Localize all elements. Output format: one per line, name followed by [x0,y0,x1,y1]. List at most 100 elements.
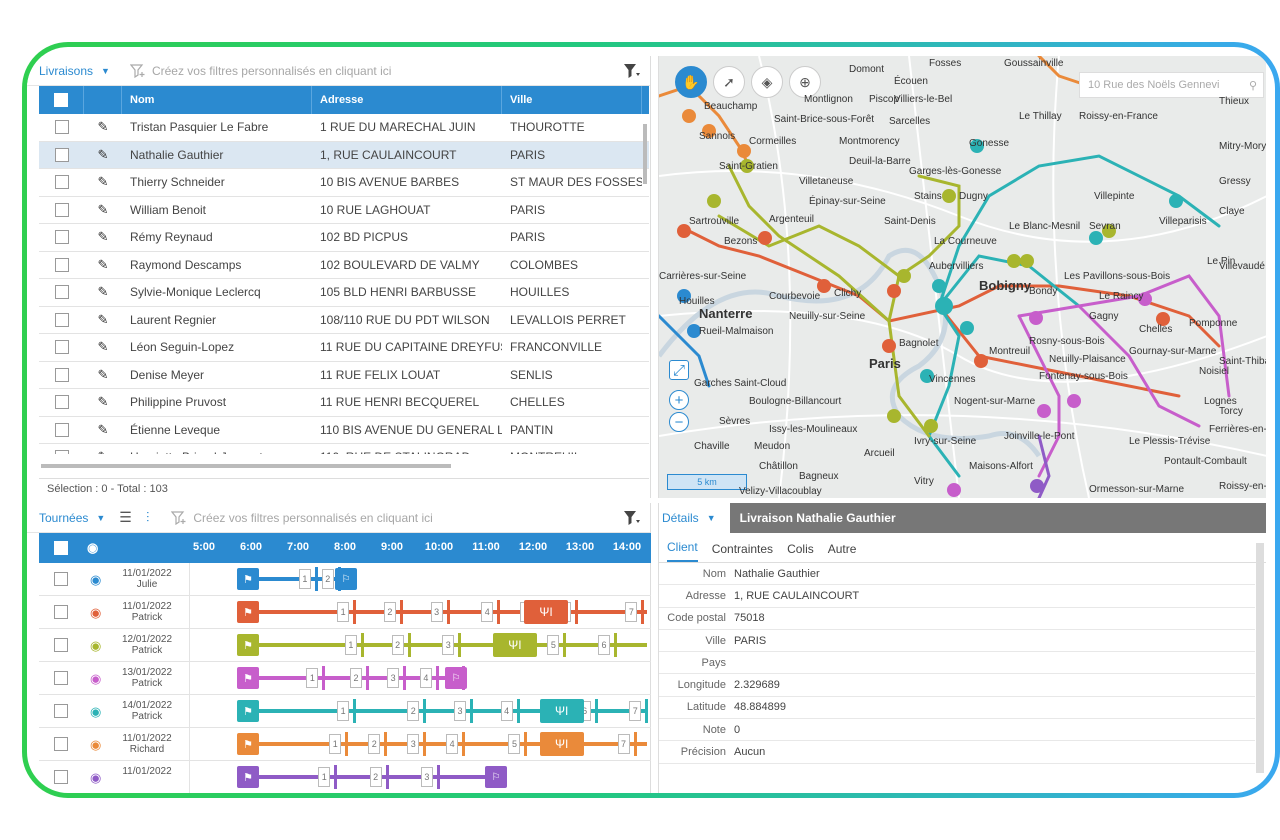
row-checkbox[interactable] [54,230,69,245]
row-checkbox[interactable] [54,285,69,300]
table-row[interactable]: ✎ William Benoit 10 RUE LAGHOUAT PARIS [39,197,649,224]
pencil-edit-icon[interactable]: ✎ [97,311,109,327]
tournee-row[interactable]: ◉ 11/01/2022 ⚑ 1 2 3 ⚐ [39,761,651,793]
row-checkbox[interactable] [54,737,68,751]
stop-marker[interactable]: 3 [453,701,466,721]
details-scrollbar[interactable] [1256,543,1264,773]
tournees-dropdown[interactable]: Tournées [39,510,89,525]
stop-marker[interactable]: 2 [391,635,404,655]
row-checkbox[interactable] [54,605,68,619]
row-checkbox[interactable] [54,450,69,454]
zoom-out-button[interactable]: − [669,412,689,432]
stop-marker[interactable]: 1 [344,635,357,655]
stop-marker[interactable]: 4 [500,701,513,721]
route-bar[interactable] [237,577,357,581]
meal-break-icon[interactable]: ΨΙ [539,699,584,723]
stop-marker[interactable]: 5 [547,635,560,655]
stop-marker[interactable]: 2 [350,668,363,688]
meal-break-icon[interactable]: ΨΙ [539,732,584,756]
row-checkbox[interactable] [54,147,69,162]
stop-marker[interactable]: 6 [598,635,611,655]
pencil-edit-icon[interactable]: ✎ [97,256,109,272]
stop-marker[interactable]: 7 [617,734,630,754]
stop-marker[interactable]: 4 [446,734,459,754]
flag-start-icon[interactable]: ⚑ [237,634,259,656]
stop-marker[interactable]: 2 [383,602,396,622]
row-checkbox[interactable] [54,312,69,327]
row-checkbox[interactable] [54,671,68,685]
livraisons-dropdown[interactable]: Livraisons [39,63,94,78]
stop-marker[interactable]: 3 [442,635,455,655]
row-checkbox[interactable] [54,257,69,272]
meal-break-icon[interactable]: ΨΙ [524,600,569,624]
select-all-checkbox[interactable] [54,93,68,107]
stop-marker[interactable]: 5 [508,734,521,754]
eye-icon[interactable]: ◉ [90,770,102,785]
pencil-edit-icon[interactable]: ✎ [97,394,109,410]
eye-icon[interactable]: ◉ [90,704,102,719]
route-bar[interactable] [237,742,647,746]
details-dropdown[interactable]: Détails [662,511,699,525]
stop-marker[interactable]: 1 [306,668,319,688]
pencil-edit-icon[interactable]: ✎ [97,366,109,382]
table-row[interactable]: ✎ Étienne Leveque 110 BIS AVENUE DU GENERA… [39,417,649,444]
pencil-edit-icon[interactable]: ✎ [98,449,109,454]
stop-marker[interactable]: 3 [387,668,400,688]
stop-marker[interactable]: 7 [629,701,642,721]
chevron-down-icon[interactable]: ▼ [706,513,716,523]
tournee-row[interactable]: ◉ 11/01/2022 Julie ⚑ 1 2 ⚐ [39,563,651,596]
grid-scrollbar[interactable] [643,124,647,184]
stop-marker[interactable]: 1 [318,767,331,787]
column-header-ville[interactable]: Ville [502,86,642,114]
pencil-edit-icon[interactable]: ✎ [97,201,109,217]
map-search-input[interactable]: 10 Rue des Noëls Gennevi ⚲ [1079,72,1264,98]
row-checkbox[interactable] [54,770,68,784]
stop-marker[interactable]: 2 [369,767,382,787]
pencil-edit-icon[interactable]: ✎ [97,174,109,190]
flag-start-icon[interactable]: ⚑ [237,601,259,623]
stop-marker[interactable]: 3 [420,767,433,787]
details-tab[interactable]: Client [667,540,698,562]
flag-start-icon[interactable]: ⚑ [237,733,259,755]
stop-marker[interactable]: 2 [407,701,420,721]
zoom-in-button[interactable]: + [669,390,689,410]
layers-tool-button[interactable]: ◈ [751,66,783,98]
table-row[interactable]: ✎ Tristan Pasquier Le Fabre 1 RUE DU MAREC… [39,114,649,142]
list-view-icon[interactable]: ☰ [119,509,132,525]
row-checkbox[interactable] [54,202,69,217]
flag-start-icon[interactable]: ⚑ [237,700,259,722]
row-checkbox[interactable] [54,175,69,190]
flag-finish-icon[interactable]: ⚐ [485,766,507,788]
search-icon[interactable]: ⚲ [1248,79,1257,92]
stop-marker[interactable]: 1 [337,701,350,721]
select-cursor-tool-button[interactable]: ➚ [713,66,745,98]
flag-start-icon[interactable]: ⚑ [237,568,259,590]
table-row[interactable]: ✎ Raymond Descamps 102 BOULEVARD DE VALMY C… [39,252,649,279]
stop-marker[interactable]: 2 [368,734,381,754]
table-row[interactable]: ✎ Nathalie Gauthier 1, RUE CAULAINCOURT PAR… [39,141,649,169]
table-row[interactable]: ✎ Léon Seguin-Lopez 11 RUE DU CAPITAINE DR… [39,334,649,362]
route-bar[interactable] [237,643,647,647]
table-row[interactable]: ✎ Philippine Pruvost 11 RUE HENRI BECQUERE… [39,389,649,417]
row-checkbox[interactable] [54,422,69,437]
table-row[interactable]: ✎ Rémy Reynaud 102 BD PICPUS PARIS [39,224,649,252]
flag-finish-icon[interactable]: ⚐ [445,667,467,689]
eye-icon[interactable]: ◉ [90,737,102,752]
pencil-edit-icon[interactable]: ✎ [97,229,109,245]
funnel-icon[interactable] [624,63,640,78]
pencil-edit-icon[interactable]: ✎ [97,339,109,355]
funnel-icon[interactable] [624,510,640,525]
row-checkbox[interactable] [54,367,69,382]
eye-icon[interactable]: ◉ [90,671,102,686]
stop-marker[interactable]: 3 [407,734,420,754]
stop-marker[interactable]: 1 [329,734,342,754]
stop-marker[interactable]: 4 [419,668,432,688]
details-tab[interactable]: Autre [827,542,857,556]
eye-icon[interactable]: ◉ [90,605,102,620]
stop-marker[interactable]: 4 [481,602,494,622]
stop-marker[interactable]: 7 [625,602,638,622]
